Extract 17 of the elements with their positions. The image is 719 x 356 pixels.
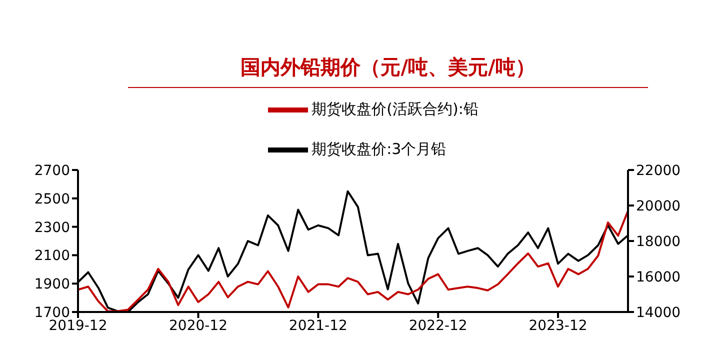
y2-tick-label: 16000 (636, 269, 681, 286)
y2-tick-label: 18000 (636, 234, 681, 250)
x-tick-label: 2021-12 (288, 318, 348, 334)
y-tick-label: 2500 (34, 191, 70, 208)
y-tick-label: 2300 (34, 220, 70, 236)
x-tick-label: 2020-12 (169, 318, 228, 334)
y2-tick-label: 22000 (636, 162, 681, 179)
y2-tick-label: 20000 (636, 198, 681, 214)
legend-label: 期货收盘价:3个月铅 (312, 140, 446, 158)
y-tick-label: 2700 (34, 162, 70, 179)
y-tick-label: 1900 (34, 276, 70, 293)
chart-title: 国内外铅期价（元/吨、美元/吨） (128, 8, 648, 88)
y2-tick-label: 14000 (636, 304, 681, 321)
y-tick-label: 2100 (34, 248, 70, 264)
x-tick-label: 2022-12 (408, 318, 468, 334)
legend-label: 期货收盘价(活跃合约):铅 (312, 100, 478, 118)
x-tick-label: 2023-12 (528, 318, 588, 334)
